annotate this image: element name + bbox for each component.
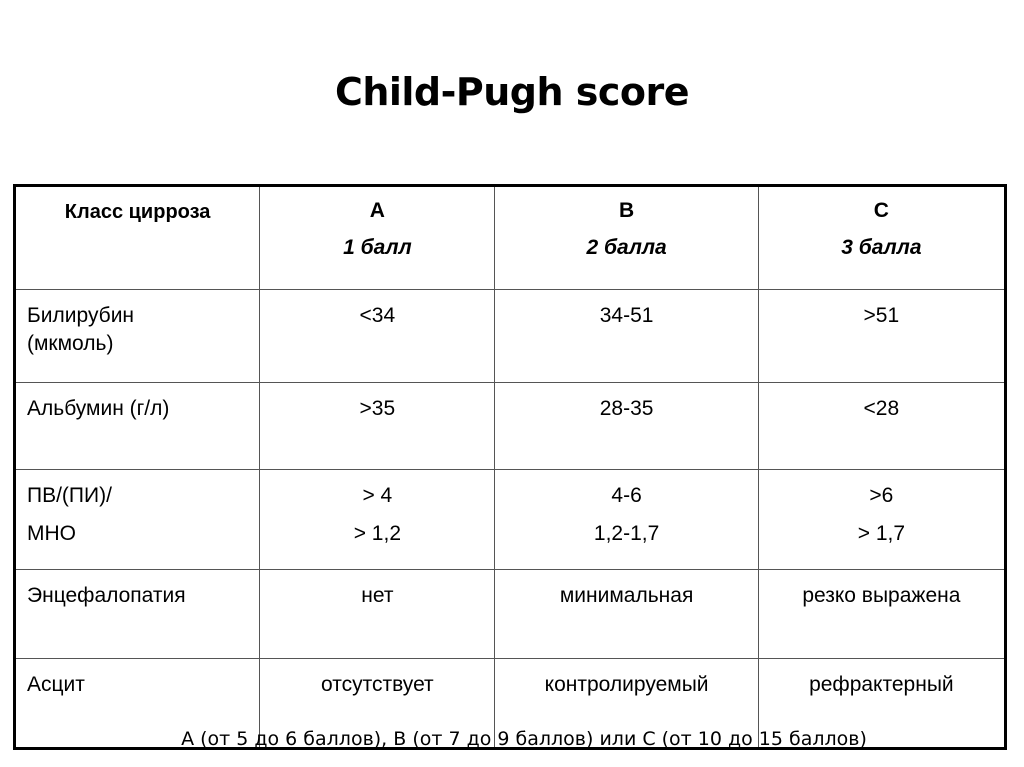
value-cell: резко выражена xyxy=(757,569,1007,659)
table-row-ascites: Асцит отсутствует контролируемый рефракт… xyxy=(13,658,1007,749)
value-line1: > 4 xyxy=(362,484,393,507)
value-cell: <34 xyxy=(259,289,496,383)
value-cell: >51 xyxy=(757,289,1007,383)
child-pugh-table: Класс цирроза A 1 балл B 2 балла C 3 бал… xyxy=(13,184,1007,750)
row-label-line2: МНО xyxy=(27,522,76,545)
table-row-bilirubin: Билирубин (мкмоль) <34 34-51 >51 xyxy=(13,289,1007,383)
header-class-b: B 2 балла xyxy=(494,185,759,290)
value-line1: 4-6 xyxy=(611,484,642,507)
value-line1: >6 xyxy=(869,484,894,507)
row-label-line1: ПВ/(ПИ)/ xyxy=(27,484,112,507)
header-class-c: C 3 балла xyxy=(757,185,1007,290)
class-letter: B xyxy=(619,199,635,222)
value-cell: отсутствует xyxy=(259,658,496,749)
value-line2: > 1,7 xyxy=(857,522,906,545)
table-row-encephalopathy: Энцефалопатия нет минимальная резко выра… xyxy=(13,569,1007,659)
value-cell: 28-35 xyxy=(494,382,759,470)
value-cell: >6 > 1,7 xyxy=(757,469,1007,570)
class-points: 3 балла xyxy=(841,236,922,259)
class-points: 2 балла xyxy=(586,236,667,259)
class-letter: C xyxy=(873,199,889,222)
value-cell: 4-6 1,2-1,7 xyxy=(494,469,759,570)
header-cirrhosis-class: Класс цирроза xyxy=(13,185,261,290)
value-line2: > 1,2 xyxy=(353,522,401,545)
row-label-line2: (мкмоль) xyxy=(27,332,114,355)
table-row-albumin: Альбумин (г/л) >35 28-35 <28 xyxy=(13,382,1007,470)
value-cell: <28 xyxy=(757,382,1007,470)
row-label: Асцит xyxy=(13,658,261,749)
classification-footnote: A (от 5 до 6 баллов), B (от 7 до 9 балло… xyxy=(181,728,867,750)
table-row-pv-inr: ПВ/(ПИ)/ МНО > 4 > 1,2 4-6 1,2-1,7 >6 > … xyxy=(13,469,1007,570)
row-label: Альбумин (г/л) xyxy=(13,382,261,470)
header-class-a: A 1 балл xyxy=(259,185,496,290)
value-cell: рефрактерный xyxy=(757,658,1007,749)
value-cell: 34-51 xyxy=(494,289,759,383)
row-label-line1: Билирубин xyxy=(27,304,135,327)
row-label: ПВ/(ПИ)/ МНО xyxy=(13,469,261,570)
page-title: Child-Pugh score xyxy=(334,70,690,114)
class-points: 1 балл xyxy=(343,236,412,259)
value-cell: минимальная xyxy=(494,569,759,659)
value-line2: 1,2-1,7 xyxy=(593,522,660,545)
value-cell: нет xyxy=(259,569,496,659)
value-cell: > 4 > 1,2 xyxy=(259,469,496,570)
value-cell: >35 xyxy=(259,382,496,470)
table-header-row: Класс цирроза A 1 балл B 2 балла C 3 бал… xyxy=(13,185,1007,290)
class-letter: A xyxy=(369,199,385,222)
row-label: Энцефалопатия xyxy=(13,569,261,659)
row-label: Билирубин (мкмоль) xyxy=(13,289,261,383)
